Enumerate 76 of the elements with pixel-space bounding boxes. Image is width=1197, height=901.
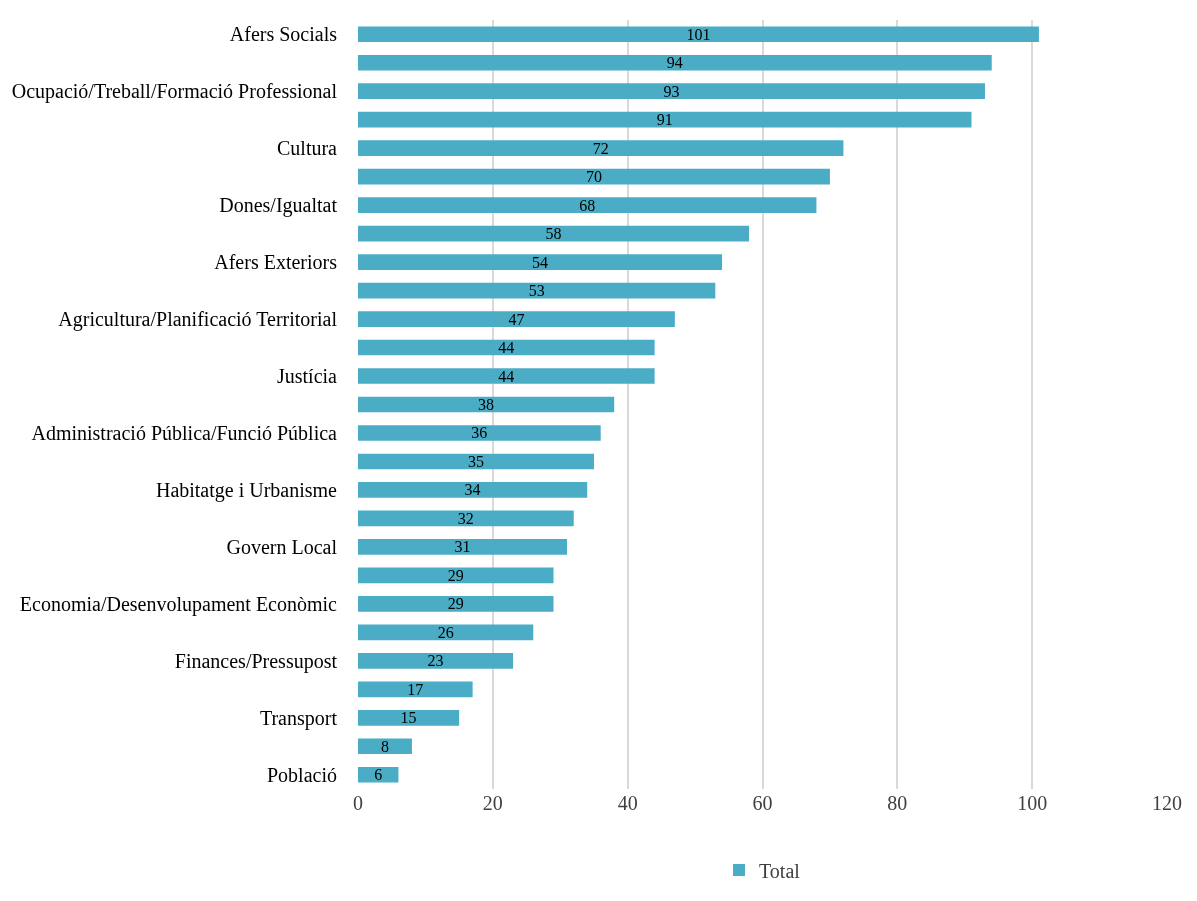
data-label: 53 <box>528 282 545 300</box>
data-label: 38 <box>478 396 495 413</box>
x-tick-label: 80 <box>887 792 908 814</box>
bar <box>358 596 554 612</box>
data-label: 44 <box>498 339 515 357</box>
data-label: 70 <box>585 168 602 186</box>
bar <box>358 254 723 270</box>
data-label: 58 <box>545 225 562 243</box>
bar <box>358 197 817 213</box>
x-tick-label: 120 <box>1152 792 1182 814</box>
data-label: 91 <box>656 111 673 129</box>
y-tick-label: Dones/Igualtat <box>219 194 338 218</box>
bar <box>358 681 473 698</box>
data-label: 17 <box>407 680 424 698</box>
data-label: 29 <box>447 595 464 613</box>
legend-label: Total <box>759 859 801 882</box>
x-tick-label: 20 <box>482 792 503 814</box>
bar <box>358 482 588 498</box>
bar <box>358 425 601 441</box>
y-tick-label: Cultura <box>277 137 338 160</box>
bar <box>358 26 1039 43</box>
bar <box>358 653 514 669</box>
y-tick-label: Transport <box>259 706 338 730</box>
y-tick-label: Govern Local <box>226 535 338 558</box>
data-label: 34 <box>464 481 481 499</box>
y-tick-label: Justícia <box>277 365 338 388</box>
x-tick-label: 40 <box>617 792 638 814</box>
data-label: 26 <box>437 623 454 641</box>
bar <box>358 111 972 128</box>
y-tick-label: Economia/Desenvolupament Econòmic <box>19 592 338 616</box>
bar <box>358 567 554 584</box>
bar <box>358 339 655 356</box>
data-label: 36 <box>471 424 488 442</box>
bar <box>358 453 594 470</box>
y-tick-label: Població <box>267 763 337 786</box>
data-label: 15 <box>400 709 417 727</box>
data-label: 54 <box>532 253 549 271</box>
data-label: 101 <box>686 25 711 43</box>
bar <box>358 510 574 527</box>
bar <box>358 83 985 100</box>
y-tick-label: Habitatge i Urbanisme <box>155 478 338 502</box>
x-tick-label: 60 <box>752 792 773 814</box>
x-tick-label: 0 <box>353 792 363 814</box>
data-label: 94 <box>666 54 683 72</box>
data-label: 8 <box>380 737 389 755</box>
y-tick-label: Ocupació/Treball/Formació Professional <box>11 80 338 104</box>
bar <box>358 140 844 156</box>
y-tick-label: Agricultura/Planificació Territorial <box>58 308 338 332</box>
data-label: 23 <box>427 652 444 670</box>
bar <box>358 54 992 71</box>
bar <box>358 311 675 327</box>
bar <box>358 168 830 185</box>
y-tick-label: Afers Exteriors <box>214 251 338 274</box>
bar <box>358 396 615 413</box>
data-label: 31 <box>454 538 471 556</box>
y-tick-label: Afers Socials <box>229 23 338 46</box>
x-tick-label: 100 <box>1017 792 1048 814</box>
bar <box>358 709 460 726</box>
bar <box>358 368 655 384</box>
bar <box>358 539 567 555</box>
data-label: 44 <box>498 367 515 385</box>
bar <box>358 225 750 242</box>
data-label: 6 <box>374 766 383 784</box>
bar <box>358 766 399 783</box>
bar <box>358 738 412 755</box>
data-label: 35 <box>467 452 484 470</box>
y-tick-label: Administració Pública/Funció Pública <box>31 421 338 444</box>
bar <box>358 624 534 641</box>
data-label: 29 <box>447 566 464 584</box>
bar <box>358 282 716 299</box>
data-label: 93 <box>663 82 680 100</box>
data-label: 68 <box>579 196 596 214</box>
data-label: 32 <box>457 509 474 527</box>
data-label: 72 <box>592 139 609 157</box>
y-tick-label: Finances/Pressupost <box>174 649 338 673</box>
data-label: 47 <box>508 310 525 328</box>
